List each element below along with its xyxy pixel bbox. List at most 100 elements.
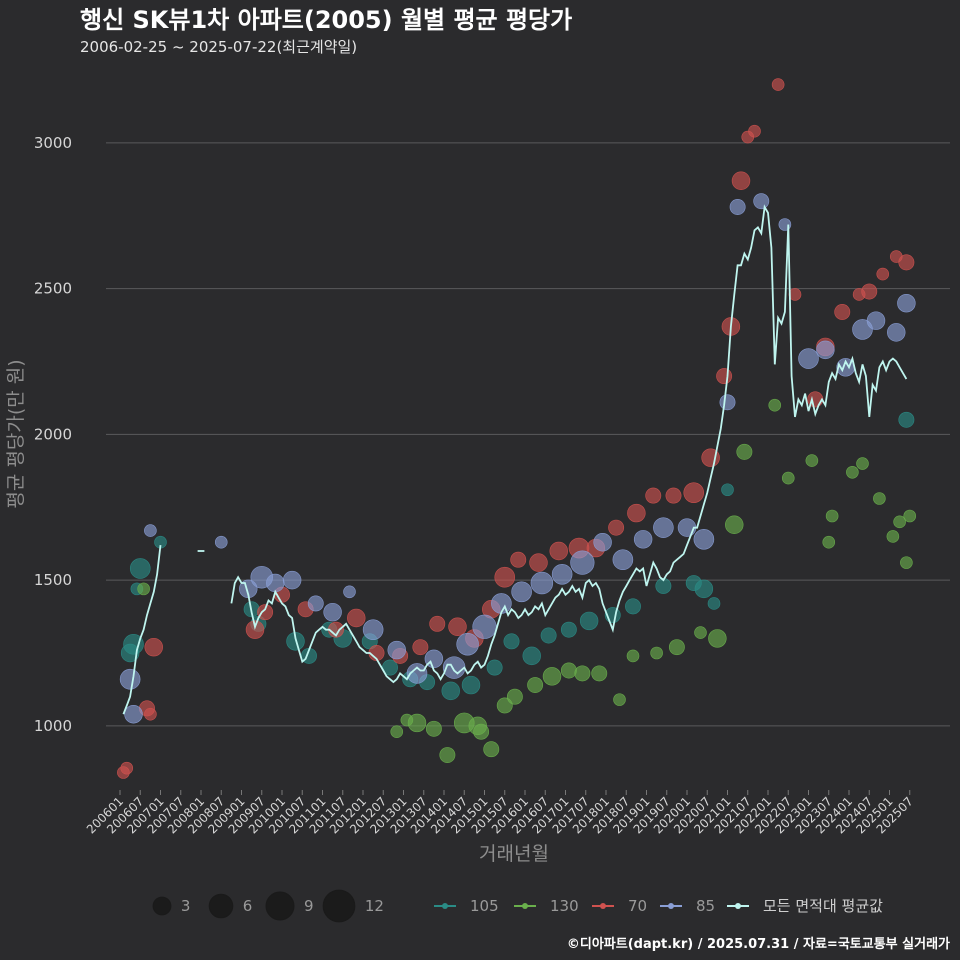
scatter-points <box>117 78 917 779</box>
data-point-85 <box>387 640 406 660</box>
data-point-130 <box>527 677 544 694</box>
data-point-85 <box>323 602 342 622</box>
color-legend-label-85: 85 <box>696 897 715 915</box>
data-point-85 <box>798 348 819 369</box>
size-legend-circle <box>265 891 295 921</box>
x-axis-ticks: 2006012006072007012007072008012008072009… <box>84 790 916 837</box>
size-legend-label: 3 <box>181 897 191 915</box>
data-point-105 <box>898 411 915 428</box>
data-point-85 <box>897 293 916 313</box>
data-point-70 <box>529 553 548 572</box>
data-point-70 <box>748 124 761 138</box>
data-point-70 <box>861 283 878 300</box>
color-legend-dot-70 <box>600 903 606 909</box>
data-point-130 <box>591 665 608 682</box>
y-tick-label: 3000 <box>34 134 72 152</box>
data-point-85 <box>719 394 736 411</box>
data-point-85 <box>530 571 554 595</box>
y-tick-label: 1000 <box>34 717 72 735</box>
data-point-105 <box>129 558 151 579</box>
data-point-105 <box>579 611 599 631</box>
y-tick-label: 1500 <box>34 571 72 589</box>
size-legend-label: 12 <box>365 897 384 915</box>
data-point-85 <box>852 319 873 340</box>
data-point-105 <box>123 633 144 655</box>
size-legend-label: 9 <box>304 897 314 915</box>
data-point-85 <box>653 517 674 538</box>
data-point-85 <box>693 529 715 550</box>
data-point-70 <box>412 639 429 656</box>
data-point-70 <box>898 254 915 271</box>
data-point-85 <box>406 663 428 684</box>
data-point-130 <box>506 688 523 705</box>
data-point-130 <box>822 535 836 549</box>
color-legend-dot-avg <box>735 903 741 909</box>
y-tick-label: 2000 <box>34 425 72 443</box>
data-point-70 <box>771 78 785 91</box>
data-point-105 <box>540 627 557 644</box>
data-point-130 <box>694 626 707 639</box>
source-credit: ©디아파트(dapt.kr) / 2025.07.31 / 자료=국토교통부 실… <box>567 936 950 952</box>
data-point-105 <box>625 598 641 615</box>
data-point-70 <box>876 267 890 281</box>
data-point-70 <box>120 761 134 775</box>
data-point-70 <box>510 551 527 568</box>
data-point-85 <box>612 549 634 571</box>
data-point-70 <box>683 482 705 503</box>
color-legend-dot-130 <box>522 903 528 909</box>
data-point-70 <box>834 303 851 320</box>
data-point-85 <box>753 193 770 210</box>
data-point-130 <box>768 398 782 412</box>
color-legend-label-130: 130 <box>550 897 579 915</box>
data-point-105 <box>486 659 503 676</box>
data-point-85 <box>307 595 324 612</box>
data-point-70 <box>608 519 625 536</box>
data-point-105 <box>694 579 714 599</box>
color-legend-label-70: 70 <box>628 897 647 915</box>
data-point-130 <box>425 720 442 737</box>
data-point-85 <box>362 619 384 640</box>
chart-subtitle: 2006-02-25 ~ 2025-07-22(최근계약일) <box>80 38 357 56</box>
data-point-105 <box>441 681 460 701</box>
data-point-130 <box>903 509 917 523</box>
data-point-130 <box>725 515 744 534</box>
data-point-70 <box>494 566 516 588</box>
data-point-130 <box>781 471 795 485</box>
data-point-130 <box>886 530 900 543</box>
size-legend-circle <box>322 889 356 923</box>
data-point-85 <box>511 581 532 603</box>
size-legend-label: 6 <box>243 897 253 915</box>
data-point-85 <box>887 323 906 342</box>
data-point-85 <box>593 532 612 552</box>
data-point-130 <box>560 662 577 679</box>
chart-title: 행신 SK뷰1차 아파트(2005) 월별 평균 평당가 <box>80 6 572 34</box>
data-point-130 <box>390 725 404 739</box>
y-tick-label: 2500 <box>34 280 72 298</box>
color-legend-label-105: 105 <box>470 897 499 915</box>
data-point-85 <box>816 340 835 360</box>
data-point-85 <box>456 633 479 656</box>
data-point-70 <box>448 617 467 636</box>
data-point-85 <box>266 573 285 593</box>
data-point-85 <box>491 593 512 614</box>
data-point-70 <box>144 637 163 657</box>
data-point-130 <box>873 492 886 505</box>
data-point-130 <box>574 665 591 682</box>
color-legend-dot-105 <box>442 903 448 909</box>
data-point-70 <box>627 503 646 523</box>
data-point-85 <box>119 668 141 690</box>
data-point-130 <box>856 457 869 470</box>
average-line-segment <box>230 204 908 684</box>
color-legend-label-avg: 모든 면적대 평균값 <box>763 897 883 915</box>
data-point-70 <box>716 368 733 385</box>
data-point-130 <box>137 582 150 596</box>
size-legend-circle <box>208 893 234 919</box>
color-legend-dot-85 <box>668 903 674 909</box>
data-point-130 <box>668 639 685 656</box>
data-point-130 <box>805 454 819 467</box>
data-point-70 <box>245 620 265 639</box>
data-point-105 <box>461 675 481 695</box>
data-point-85 <box>570 550 595 575</box>
